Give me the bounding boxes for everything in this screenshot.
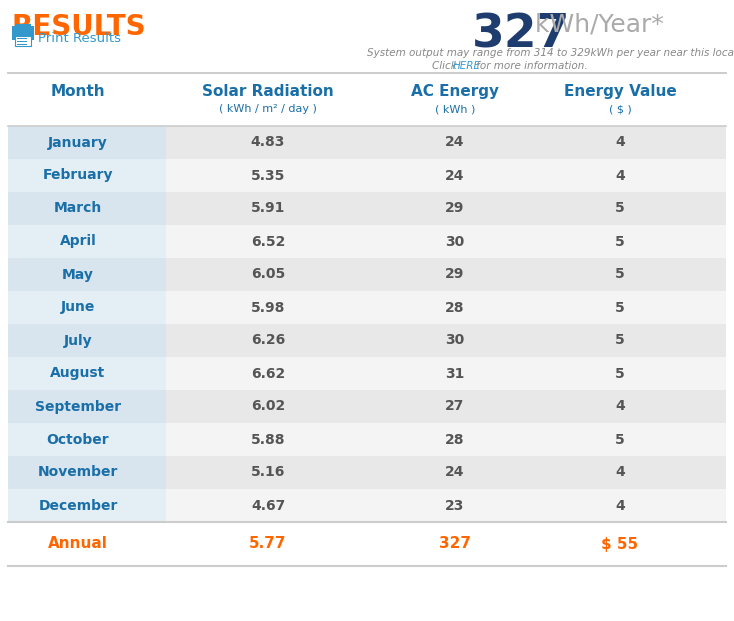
Text: 4: 4: [615, 499, 625, 512]
Bar: [8, 291, 166, 324]
Text: 5: 5: [615, 268, 625, 281]
Bar: [166, 126, 726, 159]
Text: September: September: [35, 399, 121, 414]
Text: May: May: [62, 268, 94, 281]
Text: 6.26: 6.26: [251, 333, 285, 348]
Text: 5: 5: [615, 333, 625, 348]
Text: 31: 31: [446, 366, 465, 381]
Text: 5.91: 5.91: [251, 201, 286, 215]
Text: HERE: HERE: [453, 61, 481, 71]
Text: System output may range from 314 to 329kWh per year near this location.: System output may range from 314 to 329k…: [367, 48, 734, 58]
Text: 29: 29: [446, 268, 465, 281]
Text: ( kWh / m² / day ): ( kWh / m² / day ): [219, 104, 317, 114]
Text: 30: 30: [446, 235, 465, 248]
Text: 4.67: 4.67: [251, 499, 285, 512]
Text: 5: 5: [615, 201, 625, 215]
Text: 5: 5: [615, 366, 625, 381]
Text: April: April: [59, 235, 96, 248]
Bar: [8, 126, 166, 159]
Text: August: August: [51, 366, 106, 381]
Text: June: June: [61, 301, 95, 314]
Bar: [166, 489, 726, 522]
Text: 29: 29: [446, 201, 465, 215]
Text: ( kWh ): ( kWh ): [435, 104, 475, 114]
Text: February: February: [43, 168, 113, 183]
Bar: [8, 159, 166, 192]
Text: 5.88: 5.88: [251, 432, 286, 446]
Bar: [8, 225, 166, 258]
Bar: [8, 390, 166, 423]
Bar: [166, 357, 726, 390]
Text: 30: 30: [446, 333, 465, 348]
Bar: [8, 456, 166, 489]
Text: 4: 4: [615, 135, 625, 150]
Text: 5: 5: [615, 301, 625, 314]
Text: $ 55: $ 55: [601, 537, 639, 551]
Text: 24: 24: [446, 168, 465, 183]
Bar: [166, 456, 726, 489]
Text: for more information.: for more information.: [473, 61, 588, 71]
Text: December: December: [38, 499, 117, 512]
Bar: [166, 324, 726, 357]
Bar: [8, 489, 166, 522]
Bar: [8, 74, 726, 126]
Text: 6.62: 6.62: [251, 366, 285, 381]
Text: October: October: [47, 432, 109, 446]
Text: Annual: Annual: [48, 537, 108, 551]
Text: Click: Click: [432, 61, 460, 71]
Text: 5.35: 5.35: [251, 168, 286, 183]
Text: 6.02: 6.02: [251, 399, 285, 414]
Bar: [166, 258, 726, 291]
Bar: [8, 258, 166, 291]
Text: 23: 23: [446, 499, 465, 512]
Text: 327: 327: [439, 537, 471, 551]
Text: Energy Value: Energy Value: [564, 84, 676, 99]
Text: 28: 28: [446, 432, 465, 446]
Bar: [166, 225, 726, 258]
Bar: [8, 357, 166, 390]
Bar: [17, 43, 27, 45]
Text: 4: 4: [615, 466, 625, 479]
Text: 6.05: 6.05: [251, 268, 285, 281]
Text: 5: 5: [615, 432, 625, 446]
Text: January: January: [48, 135, 108, 150]
Text: RESULTS: RESULTS: [12, 13, 147, 41]
Bar: [17, 40, 27, 42]
Text: Solar Radiation: Solar Radiation: [202, 84, 334, 99]
Bar: [8, 423, 166, 456]
Bar: [12, 26, 34, 40]
Text: 5.98: 5.98: [251, 301, 286, 314]
Text: 5.16: 5.16: [251, 466, 286, 479]
Text: July: July: [64, 333, 92, 348]
Bar: [8, 192, 166, 225]
Text: 5: 5: [615, 235, 625, 248]
Text: March: March: [54, 201, 102, 215]
Bar: [8, 324, 166, 357]
Text: 4: 4: [615, 399, 625, 414]
Text: AC Energy: AC Energy: [411, 84, 499, 99]
Text: 27: 27: [446, 399, 465, 414]
Text: 4: 4: [615, 168, 625, 183]
Text: 24: 24: [446, 466, 465, 479]
Text: 28: 28: [446, 301, 465, 314]
Bar: [166, 291, 726, 324]
Bar: [166, 192, 726, 225]
Bar: [17, 37, 27, 39]
Bar: [166, 423, 726, 456]
Bar: [166, 159, 726, 192]
Text: Month: Month: [51, 84, 105, 99]
Bar: [15, 24, 31, 32]
Text: 5.77: 5.77: [250, 537, 287, 551]
Text: kWh/Year*: kWh/Year*: [527, 13, 664, 37]
Text: 24: 24: [446, 135, 465, 150]
Bar: [166, 390, 726, 423]
Text: ( $ ): ( $ ): [608, 104, 631, 114]
Text: 327: 327: [472, 13, 570, 58]
Text: 4.83: 4.83: [251, 135, 286, 150]
Bar: [15, 36, 31, 46]
Text: 6.52: 6.52: [251, 235, 286, 248]
Text: Print Results: Print Results: [38, 32, 121, 45]
Text: November: November: [38, 466, 118, 479]
